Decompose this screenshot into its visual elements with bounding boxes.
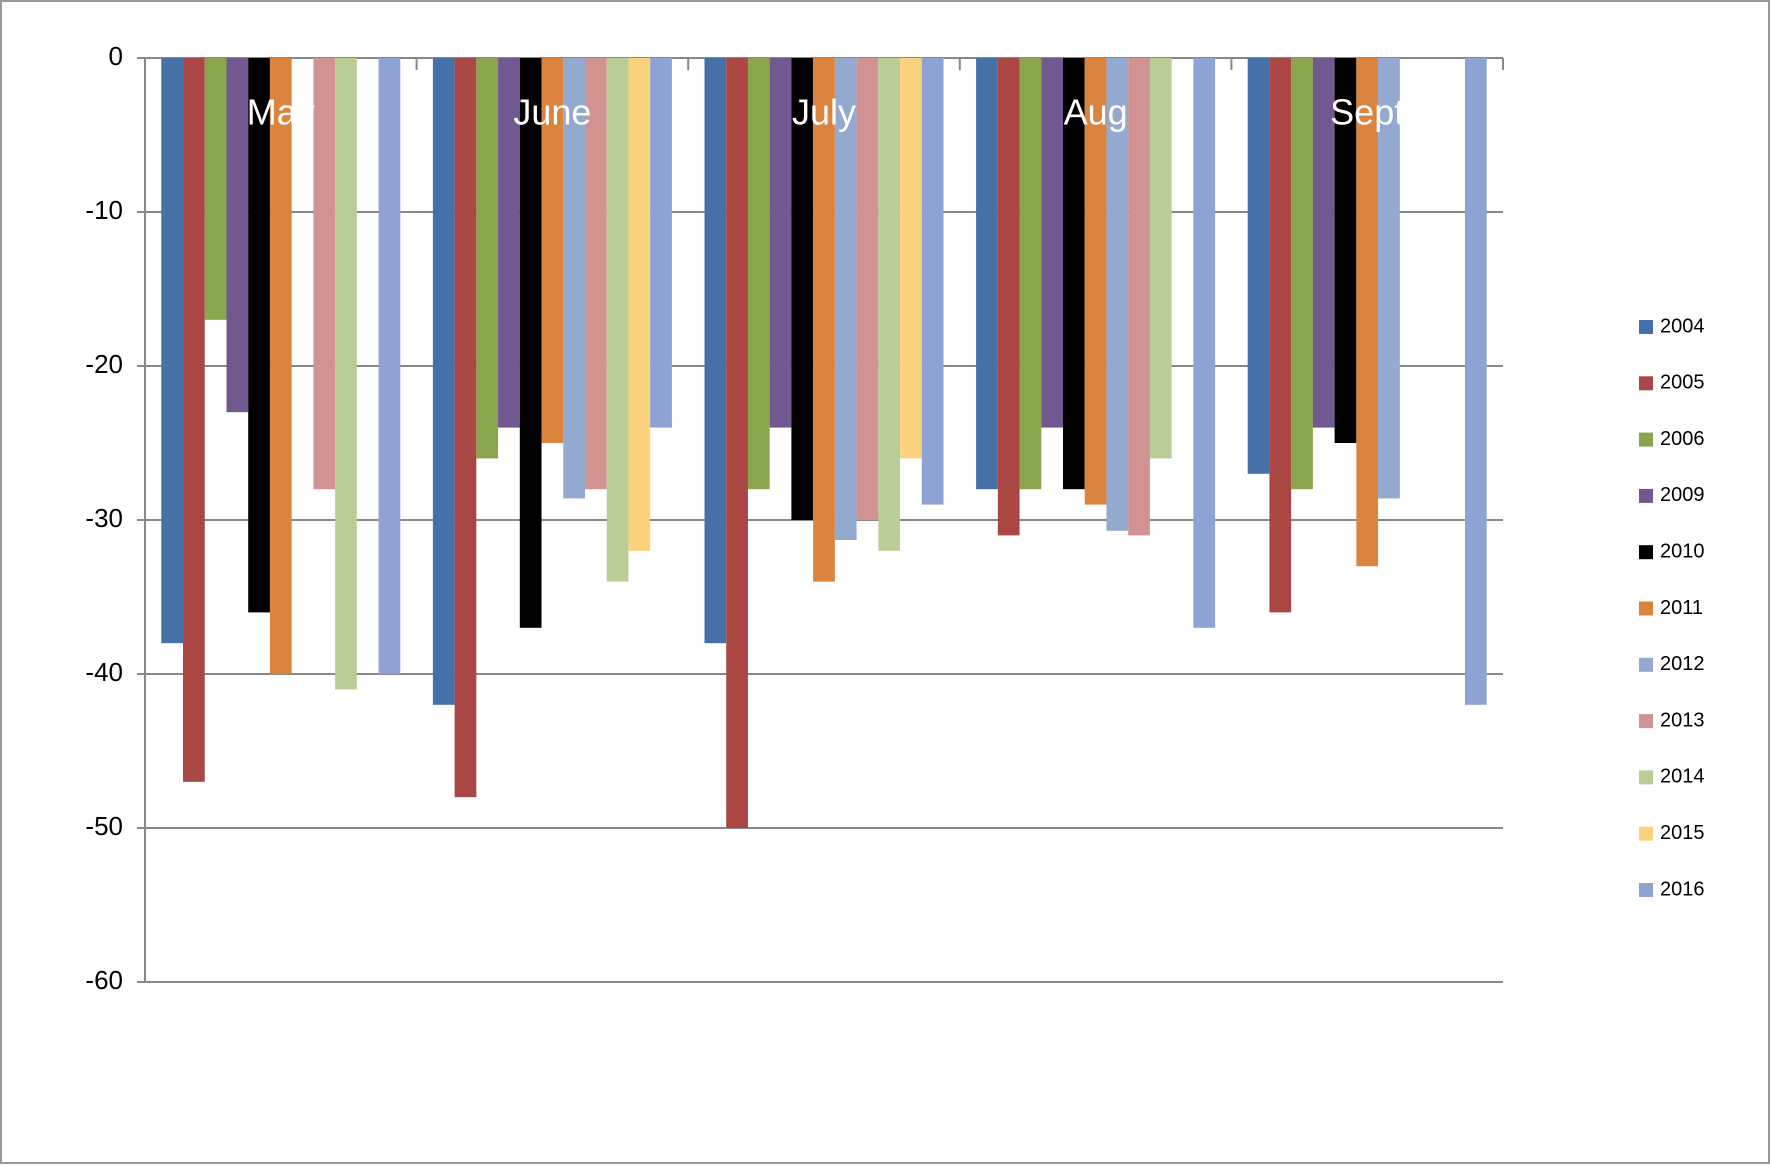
legend-label: 2004 — [1660, 315, 1705, 337]
legend-swatch — [1639, 770, 1653, 785]
bar — [813, 58, 835, 582]
bar — [650, 58, 672, 428]
bar — [834, 58, 857, 541]
x-tick-label: Aug — [1064, 92, 1128, 133]
y-tick-label: -20 — [85, 349, 123, 379]
bar — [204, 58, 227, 320]
legend-label: 2011 — [1660, 597, 1703, 619]
bar — [1312, 58, 1335, 428]
bar — [498, 58, 520, 428]
bar — [1291, 58, 1313, 490]
bar — [519, 58, 542, 628]
bar — [1356, 58, 1379, 567]
legend-label: 2009 — [1660, 484, 1705, 506]
bar — [226, 58, 249, 413]
bar — [1334, 58, 1357, 443]
bar — [183, 58, 205, 782]
legend-label: 2014 — [1660, 766, 1705, 788]
legend-label: 2015 — [1660, 822, 1705, 844]
bar — [1128, 58, 1150, 536]
bar — [335, 58, 357, 690]
legend-swatch — [1639, 320, 1653, 334]
bar — [900, 58, 922, 459]
bar — [878, 58, 901, 551]
legend-swatch — [1639, 883, 1653, 897]
legend-label: 2012 — [1660, 653, 1705, 675]
y-tick-label: -30 — [85, 503, 123, 533]
legend-swatch — [1639, 376, 1653, 391]
y-tick-label: -50 — [85, 811, 123, 841]
x-tick-label: May — [247, 92, 315, 133]
bar — [161, 58, 184, 644]
bar — [584, 58, 607, 490]
bar — [476, 58, 499, 459]
legend-swatch — [1639, 714, 1653, 729]
bar — [1084, 58, 1107, 505]
y-tick-label: -40 — [85, 657, 123, 687]
bar — [606, 58, 629, 582]
bar — [1247, 58, 1270, 474]
bar — [1378, 58, 1400, 499]
bar — [432, 58, 455, 705]
bar — [628, 58, 651, 551]
bar — [997, 58, 1020, 536]
legend-swatch — [1639, 657, 1653, 672]
legend-label: 2016 — [1660, 878, 1705, 900]
legend-label: 2013 — [1660, 709, 1705, 731]
legend-swatch — [1639, 826, 1653, 841]
bar — [541, 58, 564, 443]
bar — [313, 58, 336, 490]
bar — [1041, 58, 1064, 428]
y-tick-label: -10 — [85, 195, 123, 225]
bar — [726, 58, 748, 828]
legend-label: 2010 — [1660, 540, 1705, 562]
bar — [378, 58, 401, 674]
bar — [747, 58, 770, 490]
bar — [791, 58, 814, 520]
bar — [1193, 58, 1216, 628]
bar — [1063, 58, 1085, 490]
x-tick-label: July — [792, 92, 856, 133]
bar — [856, 58, 879, 520]
bar — [921, 58, 944, 505]
bar — [248, 58, 270, 613]
bar — [769, 58, 792, 428]
y-tick-label: 0 — [109, 41, 123, 71]
x-tick-label: Sept — [1330, 92, 1404, 133]
legend-label: 2006 — [1660, 428, 1705, 450]
bar — [1464, 58, 1487, 705]
legend-swatch — [1639, 432, 1653, 447]
bar — [1149, 58, 1172, 459]
bar — [454, 58, 477, 798]
bar — [1019, 58, 1042, 490]
legend-swatch — [1639, 488, 1653, 503]
legend-swatch — [1639, 545, 1653, 560]
bar — [1106, 58, 1129, 531]
legend-swatch — [1639, 601, 1653, 616]
bar — [704, 58, 727, 644]
bar — [269, 58, 292, 674]
legend-label: 2005 — [1660, 372, 1705, 394]
x-tick-label: June — [513, 92, 591, 133]
y-tick-label: -60 — [85, 965, 123, 995]
bar — [976, 58, 998, 490]
bar — [563, 58, 585, 499]
bar — [1269, 58, 1292, 613]
